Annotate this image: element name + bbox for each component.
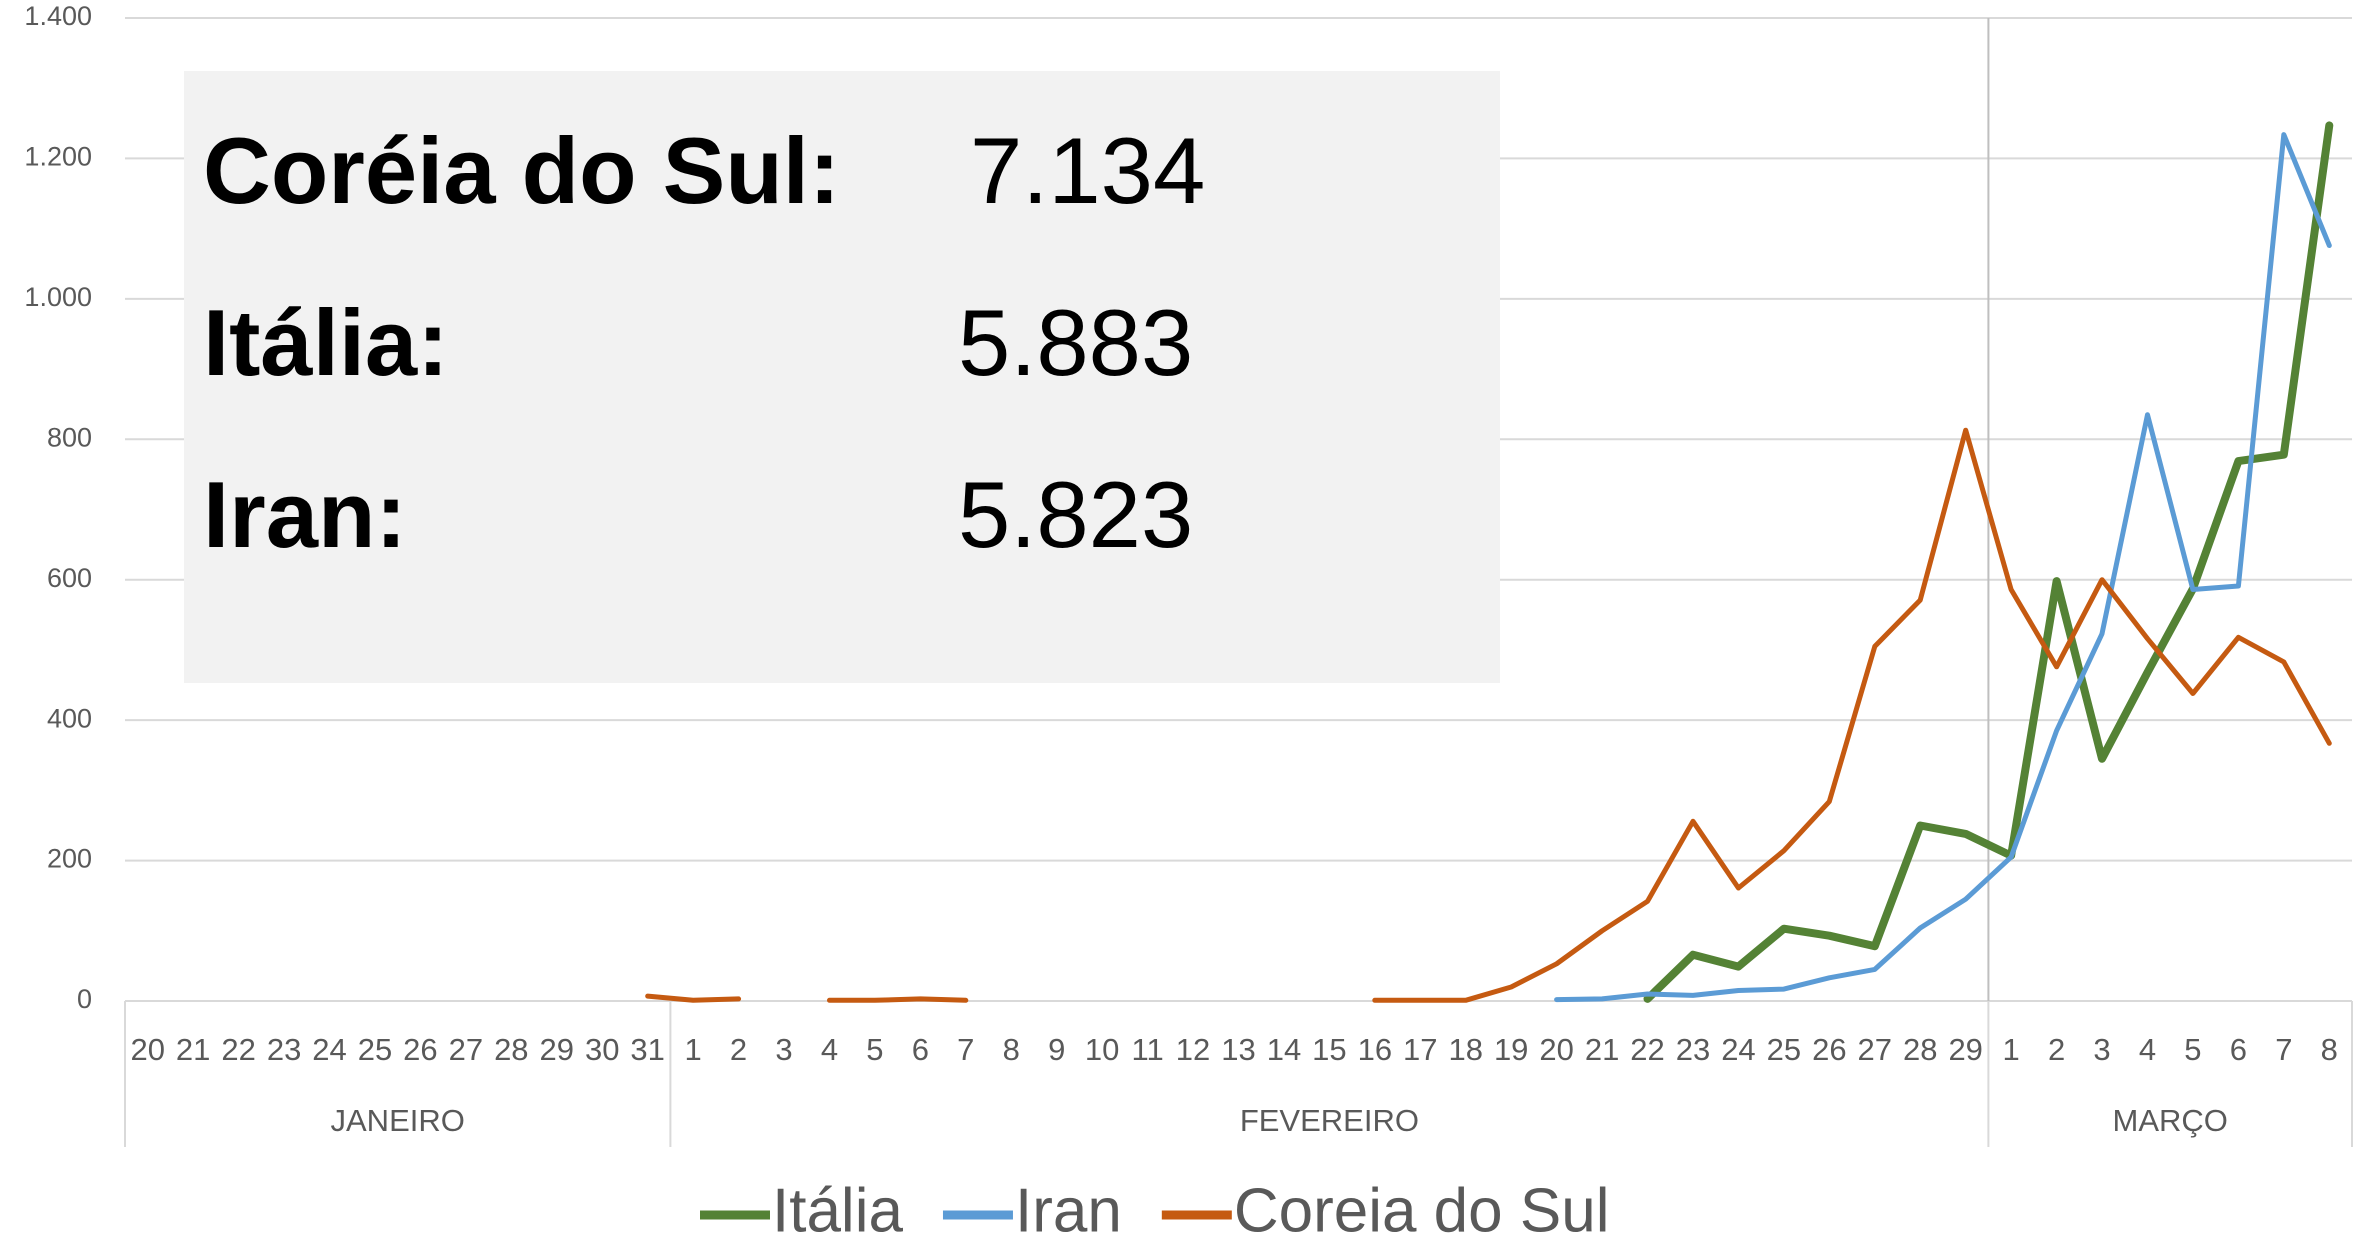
x-tick-label: 11	[1132, 1032, 1164, 1067]
x-tick-label: 7	[957, 1032, 974, 1067]
x-tick-label: 10	[1085, 1032, 1119, 1067]
x-tick-label: 15	[1312, 1032, 1346, 1067]
x-tick-label: 2	[2048, 1032, 2065, 1067]
x-tick-label: 4	[2139, 1032, 2156, 1067]
x-tick-label: 28	[494, 1032, 528, 1067]
group-label: JANEIRO	[331, 1103, 465, 1138]
legend-label: Coreia do Sul	[1234, 1176, 1610, 1242]
group-label: MARÇO	[2113, 1103, 2228, 1138]
annotation-value: 5.823	[958, 462, 1193, 567]
annotation-label: Iran:	[203, 462, 407, 567]
series-line	[645, 427, 2332, 1003]
y-tick-label: 1.400	[24, 1, 92, 31]
x-tick-label: 20	[1539, 1032, 1573, 1067]
x-tick-label: 1	[2003, 1032, 2020, 1067]
y-tick-label: 1.200	[24, 142, 92, 172]
x-tick-label: 21	[1585, 1032, 1619, 1067]
x-tick-label: 7	[2275, 1032, 2292, 1067]
x-tick-label: 19	[1494, 1032, 1528, 1067]
x-tick-label: 4	[821, 1032, 838, 1067]
x-tick-label: 27	[1858, 1032, 1892, 1067]
x-tick-label: 1	[684, 1032, 701, 1067]
y-tick-label: 400	[47, 703, 92, 733]
x-tick-label: 28	[1903, 1032, 1937, 1067]
x-tick-label: 26	[1812, 1032, 1846, 1067]
x-tick-label: 25	[358, 1032, 392, 1067]
x-tick-label: 18	[1449, 1032, 1483, 1067]
x-tick-label: 30	[585, 1032, 619, 1067]
group-label: FEVEREIRO	[1240, 1103, 1419, 1138]
x-tick-label: 3	[775, 1032, 792, 1067]
annotation-value: 5.883	[958, 290, 1193, 395]
x-tick-label: 22	[221, 1032, 255, 1067]
x-tick-label: 29	[1948, 1032, 1982, 1067]
x-tick-label: 6	[2230, 1032, 2247, 1067]
series-line	[1643, 121, 2334, 1003]
legend: Itália Iran Coreia do Sul	[700, 1176, 1609, 1242]
annotation-box	[184, 71, 1500, 683]
x-tick-label: 14	[1267, 1032, 1301, 1067]
x-tick-label: 16	[1358, 1032, 1392, 1067]
x-tick-label: 6	[912, 1032, 929, 1067]
x-tick-label: 5	[866, 1032, 883, 1067]
x-tick-label: 26	[403, 1032, 437, 1067]
annotation-label: Coréia do Sul:	[203, 118, 840, 223]
x-tick-label: 25	[1767, 1032, 1801, 1067]
x-tick-label: 8	[1003, 1032, 1020, 1067]
x-tick-label: 29	[540, 1032, 574, 1067]
legend-label: Iran	[1015, 1176, 1122, 1242]
y-tick-label: 0	[77, 984, 92, 1014]
x-tick-label: 20	[130, 1032, 164, 1067]
x-tick-label: 27	[449, 1032, 483, 1067]
y-tick-label: 800	[47, 422, 92, 452]
y-tick-label: 200	[47, 844, 92, 874]
x-tick-label: 5	[2184, 1032, 2201, 1067]
series-line	[1554, 132, 2332, 1003]
annotation-value: 7.134	[970, 118, 1205, 223]
x-tick-label: 2	[730, 1032, 747, 1067]
x-tick-label: 17	[1403, 1032, 1437, 1067]
x-tick-label: 22	[1630, 1032, 1664, 1067]
x-tick-label: 3	[2093, 1032, 2110, 1067]
x-tick-label: 23	[1676, 1032, 1710, 1067]
annotation-label: Itália:	[203, 290, 449, 395]
x-tick-label: 21	[176, 1032, 210, 1067]
y-tick-label: 1.000	[24, 282, 92, 312]
x-tick-label: 23	[267, 1032, 301, 1067]
x-tick-label: 24	[312, 1032, 346, 1067]
x-tick-label: 31	[630, 1032, 664, 1067]
x-tick-label: 13	[1221, 1032, 1255, 1067]
x-tick-label: 9	[1048, 1032, 1065, 1067]
legend-label: Itália	[772, 1176, 903, 1242]
x-tick-label: 8	[2321, 1032, 2338, 1067]
x-tick-label: 24	[1721, 1032, 1755, 1067]
y-tick-label: 600	[47, 563, 92, 593]
x-tick-label: 12	[1176, 1032, 1210, 1067]
